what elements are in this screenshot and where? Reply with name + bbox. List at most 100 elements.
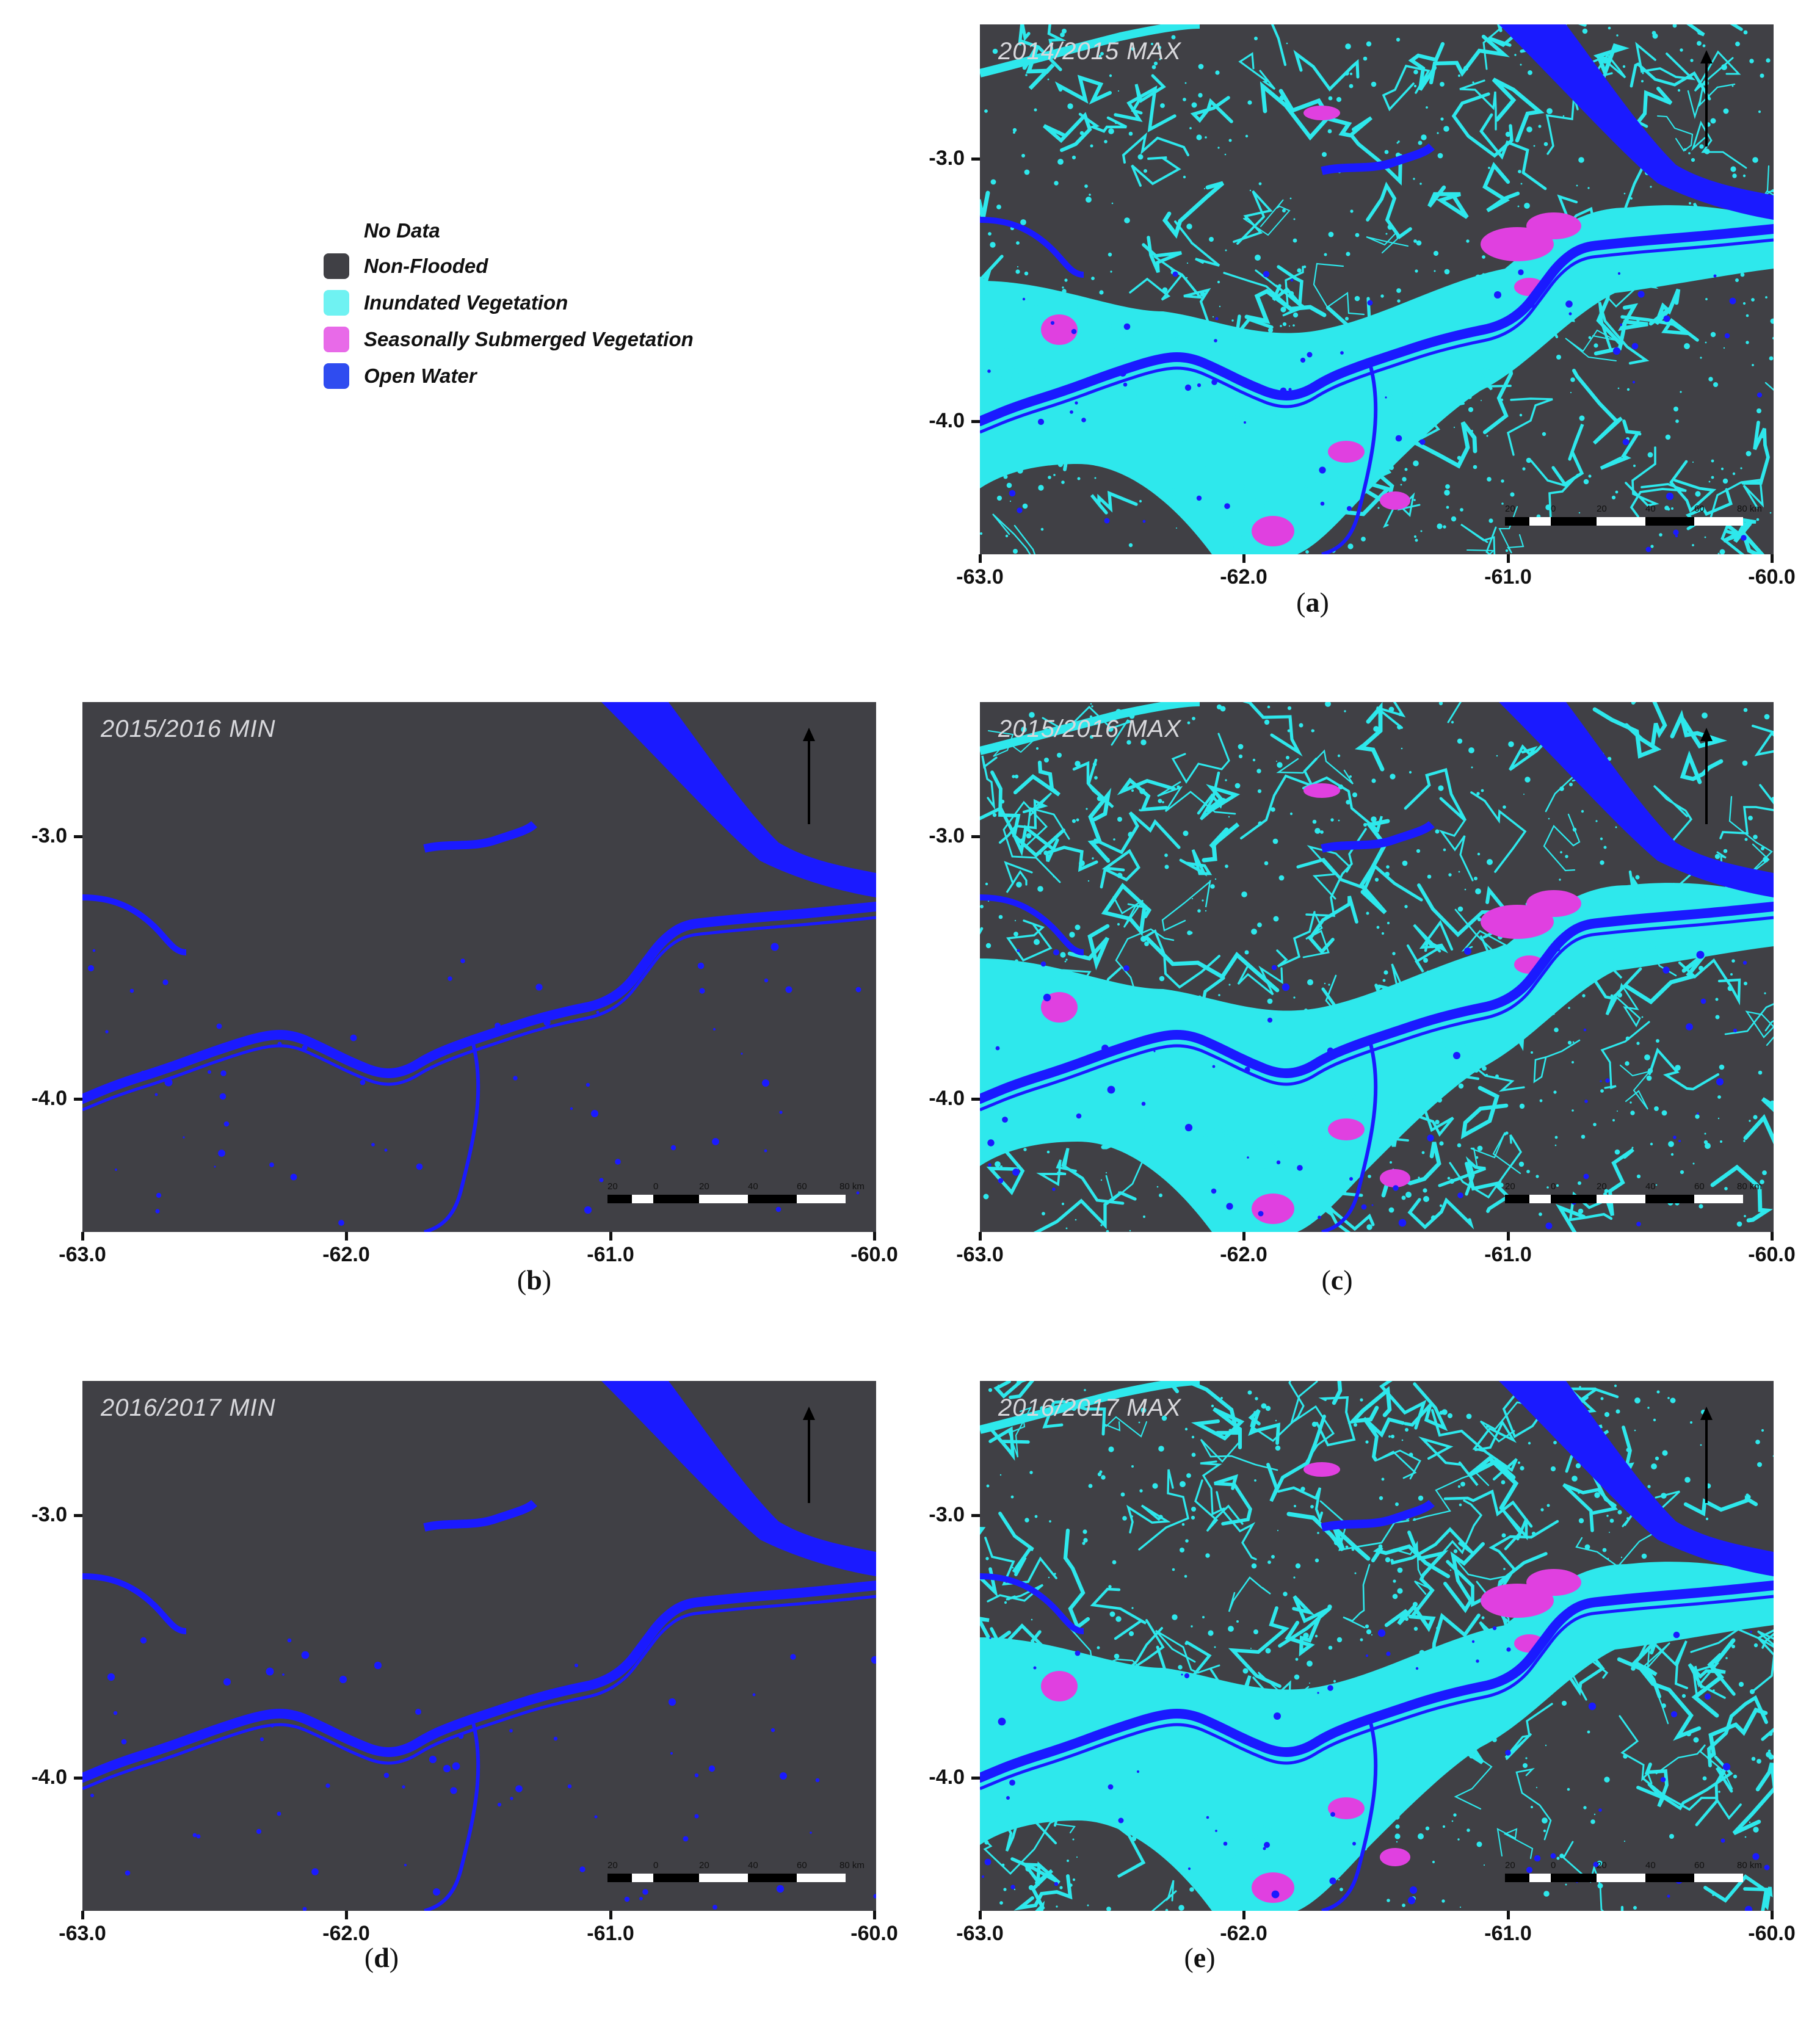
vegetation-speck <box>1084 184 1088 188</box>
open-water-layer <box>980 1381 1774 1911</box>
water-body <box>639 1897 643 1900</box>
tributary-channel <box>1492 78 1545 143</box>
vegetation-speck <box>1012 1567 1014 1569</box>
vegetation-speck <box>1172 1568 1175 1571</box>
vegetation-speck <box>1361 1701 1365 1704</box>
vegetation-speck <box>1381 932 1385 935</box>
vegetation-speck <box>1743 1140 1746 1142</box>
vegetation-speck <box>1307 979 1313 985</box>
vegetation-speck <box>1397 725 1402 730</box>
x-tick-label: -63.0 <box>59 1922 106 1945</box>
vegetation-speck <box>1062 1026 1068 1032</box>
vegetation-speck <box>1634 1429 1636 1432</box>
vegetation-speck <box>1167 471 1169 474</box>
tributary-channel <box>1126 1504 1171 1534</box>
vegetation-speck <box>1244 217 1248 220</box>
vegetation-speck <box>1227 1709 1231 1714</box>
vegetation-speck <box>1444 269 1450 275</box>
tributary-channel <box>1278 1595 1332 1648</box>
water-body <box>856 1191 860 1195</box>
vegetation-speck <box>1171 488 1176 493</box>
tributary-channel <box>1630 483 1687 518</box>
vegetation-speck <box>1581 272 1586 277</box>
tributary-channel <box>1140 1711 1222 1771</box>
vegetation-speck <box>1191 102 1197 108</box>
tributary-channel <box>1630 62 1711 101</box>
vegetation-speck <box>1189 931 1193 935</box>
vegetation-speck <box>1531 1051 1533 1054</box>
water-body <box>287 1638 292 1643</box>
scale-bar: 20 0 20 40 60 80 km <box>607 1181 865 1218</box>
water-body <box>513 1076 518 1081</box>
vegetation-speck <box>1367 482 1372 487</box>
vegetation-speck <box>1467 1828 1470 1832</box>
tributary-channel <box>1454 908 1508 952</box>
vegetation-speck <box>1481 400 1482 401</box>
vegetation-speck <box>1097 1646 1100 1650</box>
vegetation-speck <box>1572 1061 1574 1063</box>
water-body <box>155 1209 160 1214</box>
vegetation-speck <box>1458 871 1460 873</box>
water-body <box>339 1675 347 1684</box>
vegetation-speck <box>1376 985 1381 990</box>
vegetation-speck <box>1765 926 1769 930</box>
water-body <box>404 1864 407 1866</box>
scale-segment <box>699 1874 748 1882</box>
tributary-channel <box>1598 302 1650 365</box>
vegetation-speck <box>1217 147 1220 149</box>
vegetation-speck <box>1305 1027 1308 1031</box>
vegetation-speck <box>1378 1780 1382 1783</box>
water-body <box>1263 270 1270 278</box>
vegetation-speck <box>1623 1754 1628 1759</box>
vegetation-speck <box>1086 808 1088 810</box>
tributary-channel <box>1308 896 1358 955</box>
vegetation-speck <box>1744 982 1747 985</box>
vegetation-speck <box>1228 1071 1231 1074</box>
water-body <box>450 1787 457 1794</box>
vegetation-speck <box>1449 1178 1455 1184</box>
vegetation-speck <box>1391 1435 1394 1438</box>
tributary-channel <box>1555 1203 1586 1232</box>
vegetation-speck <box>1731 916 1735 920</box>
scale-label: 20 <box>1597 1181 1607 1192</box>
vegetation-speck <box>1438 702 1443 706</box>
water-body <box>402 1785 405 1789</box>
tributary-channel <box>1344 1792 1390 1830</box>
water-body <box>1352 1842 1356 1846</box>
vegetation-speck <box>1677 89 1681 92</box>
vegetation-speck <box>1661 1110 1667 1116</box>
vegetation-speck <box>990 242 996 248</box>
vegetation-speck <box>1251 929 1257 935</box>
vegetation-speck <box>1693 1737 1699 1743</box>
vegetation-speck <box>1103 1143 1108 1148</box>
vegetation-speck <box>1723 849 1728 853</box>
tributary-channel <box>1479 352 1514 435</box>
tributary-channel <box>1131 74 1166 115</box>
vegetation-speck <box>1003 1888 1007 1891</box>
tributary-channel <box>1374 984 1415 1025</box>
vegetation-speck <box>1617 1110 1618 1112</box>
vegetation-speck <box>1427 874 1432 879</box>
water-body <box>712 1138 719 1145</box>
vegetation-speck <box>1171 35 1176 40</box>
vegetation-speck <box>1049 1520 1051 1523</box>
vegetation-speck <box>1287 706 1292 711</box>
vegetation-speck <box>1388 1207 1394 1213</box>
water-body <box>92 949 96 952</box>
vegetation-speck <box>1164 853 1168 857</box>
tributary-channel <box>1408 42 1445 91</box>
vegetation-speck <box>1455 995 1461 1001</box>
vegetation-speck <box>1234 783 1241 789</box>
vegetation-speck <box>1426 106 1428 109</box>
vegetation-speck <box>1365 1624 1369 1629</box>
vegetation-speck <box>1361 537 1366 542</box>
vegetation-speck <box>1479 979 1484 984</box>
vegetation-speck <box>1631 1666 1636 1671</box>
water-body <box>1184 384 1192 391</box>
vegetation-speck <box>1310 1134 1314 1137</box>
vegetation-speck <box>1413 178 1415 180</box>
x-tick-label: -62.0 <box>1220 1922 1267 1945</box>
vegetation-speck <box>1735 42 1740 46</box>
vegetation-speck <box>1211 1404 1214 1408</box>
vegetation-speck <box>1139 1009 1144 1014</box>
